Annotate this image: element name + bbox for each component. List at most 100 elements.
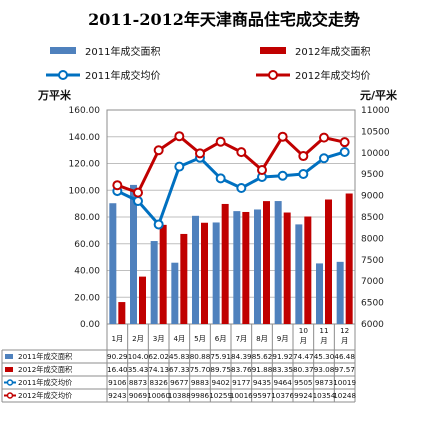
table-cell: 104.0	[128, 352, 149, 361]
left-tick-label: 0.00	[80, 320, 100, 330]
table-cell: 85.62	[252, 352, 273, 361]
legend-label: 2011年成交均价	[85, 69, 160, 82]
bar-2012-area	[139, 276, 146, 324]
table-key	[5, 354, 13, 359]
table-cell: 10016	[230, 391, 253, 400]
table-cell: 35.43	[128, 365, 149, 374]
right-tick-label: 9000	[361, 192, 384, 202]
legend-swatch	[50, 47, 76, 54]
left-axis-unit: 万平米	[37, 88, 72, 102]
table-cell: 9986	[191, 391, 210, 400]
table-cell: 9177	[232, 378, 250, 387]
line-point	[174, 131, 185, 142]
category-label: 1月	[111, 334, 123, 343]
table-cell: 97.57	[334, 365, 355, 374]
legend-label: 2012年成交均价	[295, 69, 370, 82]
table-cell: 74.13	[148, 365, 169, 374]
bar-2011-area	[109, 203, 117, 324]
table-cell: 10019	[333, 378, 356, 387]
bar-2012-area	[345, 193, 353, 324]
category-label-line: 12	[340, 326, 349, 335]
left-tick-label: 40.00	[74, 267, 100, 277]
left-tick-label: 160.00	[69, 106, 101, 116]
bar-2011-area	[336, 261, 344, 324]
bar-2011-area	[192, 215, 199, 324]
table-cell: 10259	[209, 391, 232, 400]
line-point	[298, 151, 309, 162]
line-point	[215, 173, 226, 184]
bar-2012-area	[118, 302, 126, 324]
line-point	[236, 183, 247, 194]
chart-title: 2011-2012年天津商品住宅成交走势	[88, 10, 360, 29]
bars	[109, 184, 353, 324]
table-cell: 75.70	[190, 365, 211, 374]
line-point	[153, 145, 164, 156]
table-row-label: 2011年成交面积	[18, 352, 72, 361]
line-point	[133, 187, 143, 198]
left-tick-label: 100.00	[69, 186, 101, 196]
category-label-line: 月	[341, 336, 348, 345]
line-point	[112, 180, 123, 191]
line-point	[153, 219, 164, 230]
table-key-marker	[6, 392, 14, 399]
bar-2011-area	[212, 222, 220, 324]
table-cell: 16.40	[107, 365, 128, 374]
right-tick-label: 6500	[361, 299, 384, 309]
bar-2011-area	[150, 241, 158, 324]
table-cell: 75.91	[210, 352, 231, 361]
gridlines	[106, 109, 356, 325]
line-point	[174, 161, 185, 172]
category-label: 10 月	[299, 326, 309, 345]
right-axis: 6000 6500 7000 7500 8000 8500 9000 9500 10000 105…	[361, 106, 390, 330]
bar-2011-area	[233, 211, 241, 324]
bar-2012-area	[159, 224, 167, 324]
table-cell: 90.29	[107, 352, 128, 361]
table-cell: 9464	[274, 378, 293, 387]
bar-2011-area	[130, 184, 137, 324]
line-point	[319, 132, 329, 143]
left-axis: 0.00 20.00 40.00 60.00 80.00 100.00 120.00 140.…	[69, 106, 101, 330]
category-label-line: 10	[299, 326, 309, 335]
table-cell: 8326	[150, 378, 169, 387]
category-label: 2月	[132, 334, 144, 343]
table-cell: 67.33	[169, 365, 190, 374]
category-label-line: 月	[300, 336, 307, 345]
bar-2012-area	[201, 222, 208, 324]
right-tick-label: 9500	[361, 170, 384, 180]
legend-label: 2011年成交面积	[85, 45, 160, 58]
bar-2012-area	[304, 216, 312, 324]
right-axis-unit: 元/平米	[360, 88, 398, 102]
table-cell: 91.88	[252, 365, 273, 374]
bar-2012-area	[283, 212, 291, 324]
category-label: 11 月	[319, 326, 328, 345]
line-point	[298, 168, 309, 179]
table-cell: 10354	[313, 391, 336, 400]
table-cell: 9873	[315, 378, 333, 387]
table-cell: 10060	[147, 391, 170, 400]
table-cell: 83.76	[231, 365, 252, 374]
bar-2011-area	[316, 263, 323, 324]
table-cell: 83.35	[272, 365, 293, 374]
table-row-label: 2011年成交均价	[18, 378, 72, 387]
line-point	[195, 148, 205, 159]
table-cell: 9883	[191, 378, 209, 387]
table-row-label: 2012年成交均价	[18, 391, 72, 400]
table-cell: 9924	[294, 391, 313, 400]
category-label: 5月	[194, 334, 206, 343]
right-tick-label: 11000	[361, 106, 390, 116]
table-cell: 9069	[129, 391, 148, 400]
table-cell: 45.83	[169, 352, 190, 361]
category-label: 7月	[235, 334, 247, 343]
legend-swatch	[260, 47, 286, 54]
table-cell: 9597	[253, 391, 271, 400]
lines	[112, 131, 350, 230]
left-tick-label: 20.00	[74, 293, 100, 303]
table-cell: 9106	[108, 378, 127, 387]
category-label: 9月	[277, 334, 289, 343]
table-cell: 8873	[129, 378, 147, 387]
bar-2012-area	[180, 233, 188, 324]
bar-2012-area	[325, 199, 332, 324]
right-tick-label: 8000	[361, 234, 384, 244]
